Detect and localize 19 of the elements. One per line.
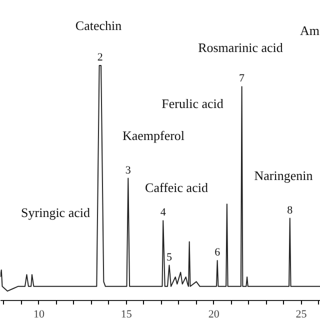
x-tick-label: 10 bbox=[33, 308, 45, 320]
annotation: 4 bbox=[160, 206, 166, 219]
annotation: 8 bbox=[287, 204, 294, 216]
text: Am bbox=[300, 23, 320, 38]
annotation: 5 bbox=[166, 251, 172, 264]
annotation: Syringic acid bbox=[21, 205, 90, 220]
annotation: 6 bbox=[214, 246, 221, 259]
x-tick-label: 25 bbox=[296, 308, 308, 320]
text: Catechin bbox=[75, 18, 122, 33]
annotation: 3 bbox=[125, 164, 132, 176]
annotation: Kaempferol bbox=[122, 128, 185, 143]
annotation: 7 bbox=[239, 72, 246, 85]
annotation: 2 bbox=[97, 52, 103, 64]
x-tick-label: 15 bbox=[120, 308, 132, 320]
annotation: Caffeic acid bbox=[145, 180, 208, 195]
annotation: Naringenin bbox=[254, 168, 314, 183]
annotation: Ferulic acid bbox=[162, 96, 224, 111]
x-tick-label: 20 bbox=[208, 308, 220, 320]
text: Rosmarinic acid bbox=[198, 40, 284, 55]
